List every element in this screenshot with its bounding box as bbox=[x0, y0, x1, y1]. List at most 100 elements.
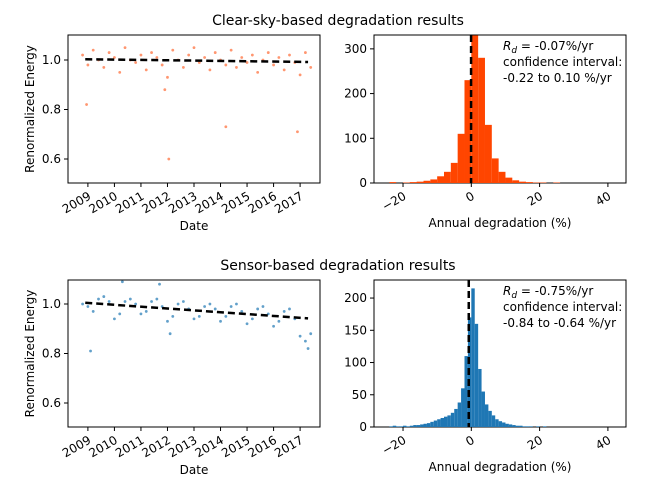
point bbox=[304, 339, 307, 343]
bar bbox=[437, 176, 444, 183]
trend-line bbox=[85, 58, 309, 64]
point bbox=[213, 307, 217, 311]
point bbox=[181, 66, 185, 69]
point bbox=[134, 61, 138, 64]
point bbox=[120, 280, 124, 284]
point bbox=[176, 302, 180, 306]
bar bbox=[495, 419, 499, 427]
bar bbox=[437, 419, 441, 427]
bar bbox=[512, 425, 516, 427]
point bbox=[208, 68, 212, 72]
point bbox=[229, 305, 233, 308]
bar bbox=[508, 424, 513, 427]
point bbox=[144, 310, 148, 313]
bar bbox=[450, 162, 458, 183]
x-tick-label: −20 bbox=[380, 189, 409, 214]
annotation-line: confidence interval: bbox=[503, 300, 622, 314]
rd-subscript: d bbox=[511, 291, 517, 301]
point bbox=[277, 56, 281, 59]
y-tick-label: 0 bbox=[359, 420, 367, 434]
bar bbox=[403, 425, 407, 427]
annotation-line: -0.22 to 0.10 %/yr bbox=[503, 71, 612, 85]
bar bbox=[464, 80, 472, 183]
point bbox=[86, 63, 90, 67]
bar bbox=[522, 426, 526, 427]
point bbox=[304, 51, 307, 54]
annotation-line: confidence interval: bbox=[503, 55, 622, 69]
x-axis-label: Date bbox=[180, 463, 209, 477]
point bbox=[203, 56, 207, 59]
point bbox=[134, 302, 138, 306]
bar bbox=[413, 425, 417, 427]
point bbox=[113, 56, 116, 59]
bar bbox=[484, 404, 489, 427]
point bbox=[309, 332, 313, 336]
bar bbox=[478, 57, 485, 183]
bar bbox=[488, 410, 492, 427]
bar bbox=[430, 179, 438, 183]
point bbox=[171, 48, 175, 52]
bar bbox=[471, 288, 475, 427]
point bbox=[187, 53, 191, 57]
point bbox=[158, 282, 161, 286]
point bbox=[91, 48, 95, 52]
x-axis-label: Annual degradation (%) bbox=[429, 216, 572, 230]
point bbox=[235, 66, 238, 69]
point bbox=[168, 332, 172, 336]
x-tick-label: 0 bbox=[463, 189, 477, 205]
point bbox=[139, 53, 143, 57]
bar bbox=[389, 182, 397, 183]
point bbox=[113, 317, 116, 321]
point bbox=[86, 305, 90, 308]
bar bbox=[409, 182, 417, 183]
bar bbox=[478, 368, 482, 427]
point bbox=[192, 317, 196, 321]
x-axis-label: Date bbox=[180, 219, 209, 233]
point bbox=[89, 349, 92, 353]
y-tick-label: 0.8 bbox=[42, 347, 61, 361]
point bbox=[197, 314, 201, 318]
point bbox=[107, 51, 111, 54]
y-tick-label: 300 bbox=[344, 42, 367, 56]
point bbox=[118, 70, 122, 74]
point bbox=[282, 310, 286, 313]
row-title: Sensor-based degradation results bbox=[220, 258, 455, 274]
bar bbox=[491, 158, 499, 183]
point bbox=[181, 300, 185, 303]
point bbox=[163, 88, 167, 92]
point bbox=[272, 63, 275, 67]
y-tick-label: 1.0 bbox=[42, 297, 61, 311]
y-axis-label: Renormalized Energy bbox=[23, 45, 37, 173]
point bbox=[167, 157, 171, 161]
point bbox=[250, 317, 254, 321]
point bbox=[123, 46, 127, 50]
bar bbox=[420, 424, 424, 427]
y-tick-label: 1.0 bbox=[42, 53, 61, 67]
plot-area bbox=[81, 46, 313, 161]
y-axis-label: Renormalized Energy bbox=[23, 290, 37, 418]
bar bbox=[454, 408, 458, 427]
bar bbox=[525, 426, 530, 427]
point bbox=[208, 302, 212, 306]
bar bbox=[474, 323, 479, 427]
bar bbox=[491, 415, 496, 427]
plot-area bbox=[389, 35, 561, 183]
bar bbox=[519, 425, 523, 427]
y-tick-label: 50 bbox=[352, 388, 367, 402]
bar bbox=[519, 181, 526, 183]
bar bbox=[461, 388, 465, 427]
bar bbox=[389, 426, 393, 427]
point bbox=[256, 70, 260, 74]
plot-area bbox=[81, 280, 313, 353]
bar bbox=[484, 124, 492, 183]
bar bbox=[498, 421, 503, 427]
point bbox=[81, 302, 84, 306]
point bbox=[235, 302, 238, 306]
point bbox=[277, 319, 281, 323]
bar bbox=[525, 182, 533, 183]
point bbox=[128, 297, 132, 301]
bar bbox=[396, 426, 400, 427]
y-tick-label: 100 bbox=[344, 356, 367, 370]
point bbox=[256, 307, 260, 311]
